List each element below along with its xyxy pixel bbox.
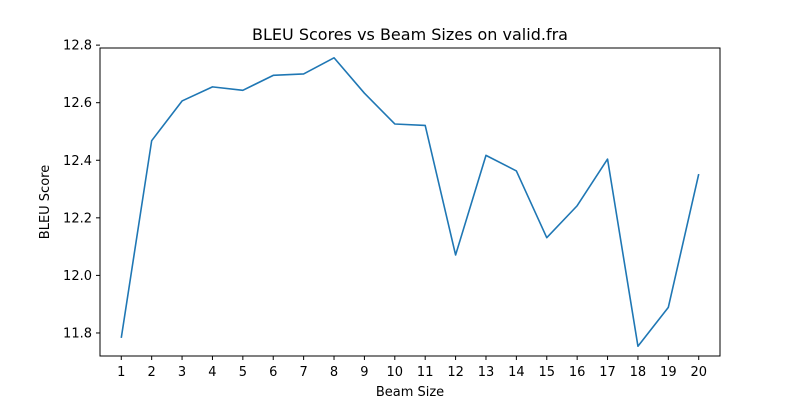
chart-title: BLEU Scores vs Beam Sizes on valid.fra <box>252 25 568 44</box>
series-line-0 <box>120 56 700 348</box>
x-tick-label-17: 17 <box>599 365 616 380</box>
y-tick-label-3: 12.4 <box>63 154 92 169</box>
x-tick-label-10: 10 <box>387 365 404 380</box>
x-axis-label: Beam Size <box>376 385 444 400</box>
y-tick-label-5: 12.8 <box>63 39 92 54</box>
x-tick-label-4: 4 <box>208 365 216 380</box>
x-tick-label-11: 11 <box>417 365 434 380</box>
x-tick-label-14: 14 <box>508 365 525 380</box>
y-tick-label-4: 12.6 <box>63 96 92 111</box>
x-tick-label-8: 8 <box>330 365 338 380</box>
x-tick-label-12: 12 <box>447 365 464 380</box>
y-axis-label: BLEU Score <box>38 165 53 239</box>
x-tick-label-5: 5 <box>239 365 247 380</box>
plot-area: 1 2 3 4 5 6 7 8 9 10 11 12 13 14 15 16 17 18 19 2011.812.01… <box>63 39 721 380</box>
x-tick-label-2: 2 <box>148 365 156 380</box>
y-tick-label-1: 12.0 <box>63 269 92 284</box>
x-tick-label-7: 7 <box>299 365 307 380</box>
plot-frame <box>99 47 721 357</box>
x-tick-label-15: 15 <box>538 365 555 380</box>
x-tick-label-1: 1 <box>117 365 125 380</box>
x-tick-label-18: 18 <box>630 365 647 380</box>
x-tick-label-6: 6 <box>269 365 277 380</box>
x-tick-label-16: 16 <box>569 365 586 380</box>
y-tick-label-0: 11.8 <box>63 326 92 341</box>
x-tick-label-20: 20 <box>690 365 707 380</box>
x-tick-label-13: 13 <box>478 365 495 380</box>
x-tick-label-9: 9 <box>360 365 368 380</box>
x-tick-label-19: 19 <box>660 365 677 380</box>
x-tick-label-3: 3 <box>178 365 186 380</box>
y-tick-label-2: 12.2 <box>63 211 92 226</box>
